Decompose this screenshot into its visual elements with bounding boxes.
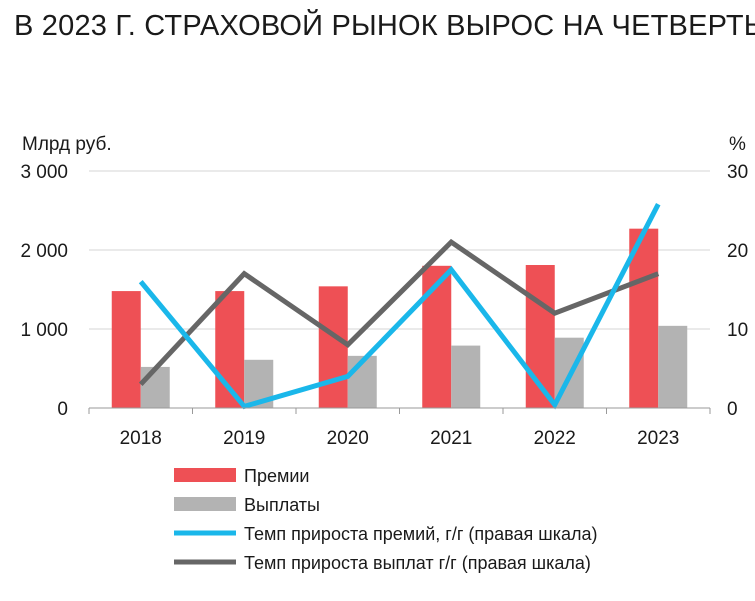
bar-premii (318, 286, 348, 408)
lines (138, 203, 661, 410)
bar-vyplaty (140, 366, 170, 408)
x-tick-label: 2019 (223, 428, 265, 449)
chart-title: В 2023 Г. СТРАХОВОЙ РЫНОК ВЫРОС НА ЧЕТВЕ… (14, 10, 755, 42)
y-left-tick-label: 1 000 (20, 320, 68, 341)
x-tick-label: 2023 (637, 428, 679, 449)
legend-label: Премии (244, 466, 309, 486)
bar-premii (422, 265, 452, 408)
y-right-tick-label: 10 (727, 320, 748, 341)
bar-premii (629, 228, 659, 408)
y-left-tick-label: 2 000 (20, 241, 68, 262)
line-premii-growth (138, 203, 661, 410)
y-right-tick-label: 20 (727, 241, 748, 262)
x-tick-label: 2021 (430, 428, 472, 449)
legend-swatch (174, 497, 236, 511)
x-tick-label: 2022 (534, 428, 576, 449)
bar-vyplaty (451, 345, 481, 408)
y-axis-left-label: Млрд руб. (22, 134, 112, 155)
legend-label: Выплаты (244, 495, 320, 515)
bar-vyplaty (658, 325, 688, 408)
legend-label: Темп прироста выплат г/г (правая шкала) (244, 553, 591, 573)
legend-swatch (174, 468, 236, 482)
gridlines (89, 170, 710, 330)
y-right-tick-label: 30 (727, 162, 748, 183)
x-tick-label: 2018 (120, 428, 162, 449)
legend: Премии Выплаты Темп прироста премий, г/г (… (174, 466, 598, 573)
axes: 0 0 1 000 10 2 000 20 3 000 30 2018 2019 2020 2021 2… (20, 162, 748, 449)
y-left-tick-label: 3 000 (20, 162, 68, 183)
y-right-tick-label: 0 (727, 399, 738, 420)
x-tick-label: 2020 (327, 428, 369, 449)
y-axis-right-label: % (729, 134, 746, 155)
line-vyplaty-growth (138, 238, 660, 387)
legend-label: Темп прироста премий, г/г (правая шкала) (244, 524, 598, 544)
y-left-tick-label: 0 (57, 399, 68, 420)
bar-premii (111, 291, 141, 408)
